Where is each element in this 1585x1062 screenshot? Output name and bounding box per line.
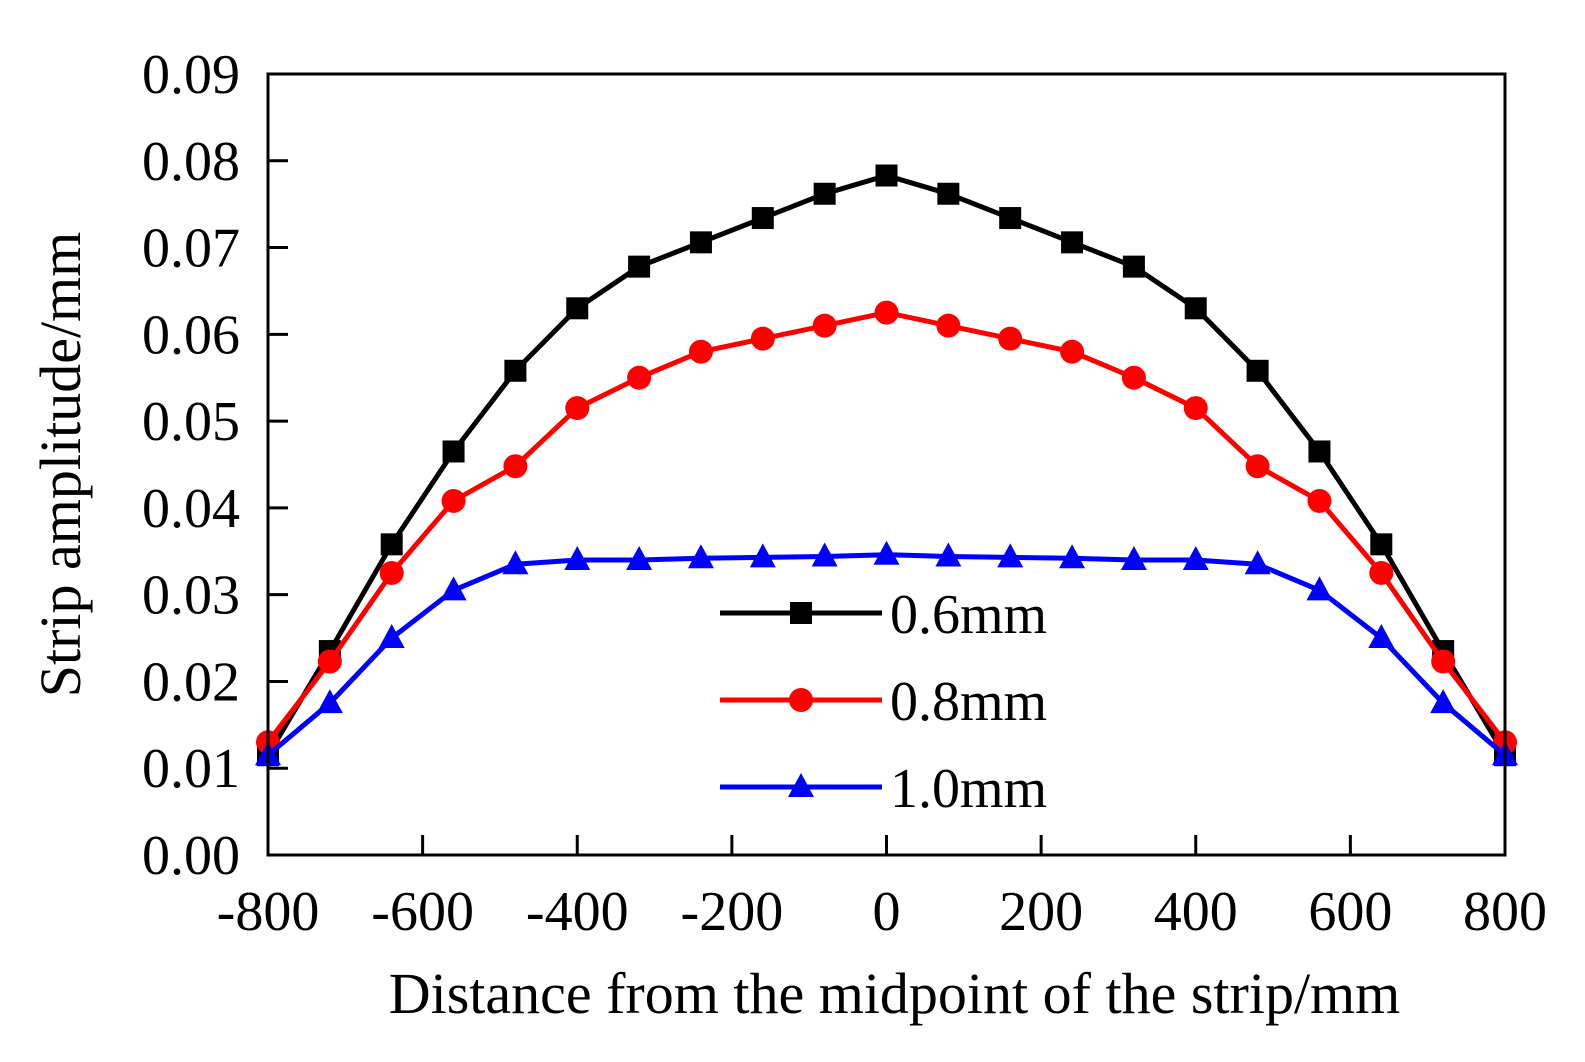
data-point [875,164,898,187]
data-point [1182,545,1209,570]
data-point [997,543,1024,568]
legend-item: 0.6mm [720,584,1047,646]
data-point [1120,545,1147,570]
data-point [1183,396,1208,421]
plot-frame [266,72,1507,857]
data-point [689,231,712,254]
series-0.8mm [256,300,1517,755]
legend-label: 1.0mm [890,758,1047,820]
data-point [1308,440,1331,463]
legend: 0.6mm 0.8mm 1.0mm [720,584,1047,820]
data-point [1122,255,1145,278]
data-point [812,313,837,338]
series-0.6mm [257,164,1516,767]
y-tick-label: 0.01 [142,738,240,800]
data-point [1430,689,1457,714]
y-tick-label: 0.03 [142,565,240,627]
x-tick-label: 0 [873,881,901,943]
data-point [502,550,529,575]
data-point [873,540,900,565]
data-point [441,488,466,513]
data-point [751,207,774,230]
data-point [1307,488,1332,513]
data-point [440,576,467,601]
data-point [1244,550,1271,575]
legend-label: 0.8mm [890,671,1047,733]
data-point [688,339,713,364]
x-axis-label: Distance from the midpoint of the strip/… [389,961,1401,1026]
legend-item: 1.0mm [720,758,1047,820]
data-point [1370,533,1393,556]
data-point [1060,339,1085,364]
data-point [626,545,653,570]
x-tick-label: -800 [217,881,320,943]
legend-marker [790,602,812,624]
data-point [998,326,1023,351]
data-point [1246,359,1269,382]
y-tick-label: 0.06 [142,304,240,366]
data-point [687,544,714,569]
x-tick-label: -200 [681,881,784,943]
y-tick-label: 0.02 [142,651,240,713]
data-point [1061,231,1084,254]
data-point [813,182,836,205]
y-tick-label: 0.08 [142,131,240,193]
data-point [565,396,590,421]
y-tick-label: 0.05 [142,391,240,453]
series-line [265,173,1508,757]
data-point [380,533,403,556]
axis-ticks: -800 -600 -400 -200 0 200 400 600 800 0.00 0.01 0.0… [142,44,1547,943]
legend-marker [789,688,813,712]
data-point [935,542,962,567]
x-tick-label: 400 [1154,881,1238,943]
data-point [1306,576,1333,601]
data-point [1369,560,1394,585]
data-point [1121,365,1146,390]
data-point [379,560,404,585]
data-point [811,542,838,567]
data-point [749,543,776,568]
legend-item: 0.8mm [720,671,1047,733]
y-tick-label: 0.09 [142,44,240,106]
data-point [1368,624,1395,649]
y-tick-label: 0.04 [142,478,240,540]
data-point [874,300,899,325]
data-point [1184,297,1207,320]
x-tick-label: -600 [371,881,474,943]
data-point [564,545,591,570]
legend-label: 0.6mm [890,584,1047,646]
data-point [627,365,652,390]
y-axis-label: Strip amplitude/mm [28,232,93,698]
legend-marker [788,773,814,797]
y-tick-label: 0.00 [142,825,240,887]
y-tick-label: 0.07 [142,218,240,280]
x-tick-label: -400 [526,881,629,943]
data-point [1431,649,1456,674]
data-point [1245,454,1270,479]
data-point [442,440,465,463]
data-point [628,255,651,278]
series-1.0mm [255,540,1518,766]
data-point [936,313,961,338]
series-line [266,310,1507,744]
data-point [999,207,1022,230]
data-point [566,297,589,320]
data-point [378,624,405,649]
data-point [504,359,527,382]
data-point [317,649,342,674]
series-group [255,164,1518,767]
x-tick-label: 800 [1463,881,1547,943]
x-tick-label: 600 [1308,881,1392,943]
data-point [503,454,528,479]
data-point [937,182,960,205]
x-tick-label: 200 [999,881,1083,943]
data-point [316,689,343,714]
data-point [1059,544,1086,569]
data-point [750,326,775,351]
